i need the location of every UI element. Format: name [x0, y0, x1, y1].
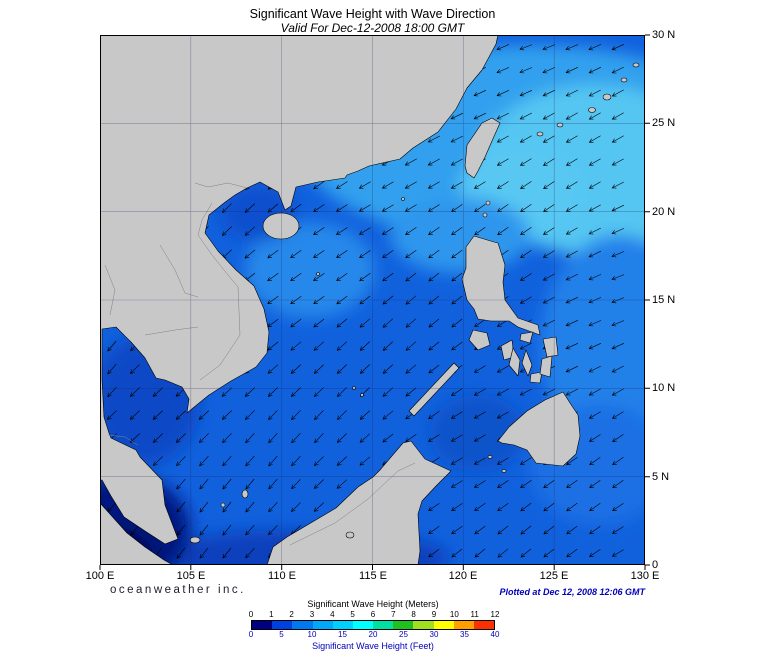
land-masbate	[519, 331, 534, 344]
x-tick-label: 110 E	[268, 570, 296, 582]
meters-ticks: 0 1 2 3 4 5 6 7 8 9 10 11 12	[248, 610, 500, 620]
legend-tick-label: 25	[399, 630, 408, 639]
legend-tick-label: 10	[307, 630, 317, 639]
legend-tick-label: 35	[460, 630, 469, 639]
land-sumatra	[100, 502, 174, 565]
y-tick-label: 10 N	[652, 382, 676, 394]
legend-tick-label: 4	[330, 610, 335, 619]
plotted-timestamp: Plotted at Dec 12, 2008 12:06 GMT	[499, 587, 645, 597]
land-mindanao	[497, 391, 581, 467]
legend-tick-label: 2	[289, 610, 294, 619]
x-tick-label: 100 E	[85, 570, 115, 582]
colorbar-segment	[373, 621, 394, 629]
oceanweather-brand: oceanweather inc.	[110, 584, 246, 596]
land-leyte	[539, 355, 553, 378]
x-tick-label: 125 E	[539, 570, 569, 582]
land-mainland-asia	[100, 35, 499, 545]
legend-tick-label: 10	[449, 610, 459, 619]
x-tick-label: 120 E	[448, 570, 478, 582]
legend-tick-label: 40	[490, 630, 500, 639]
axis-tick-marks	[99, 34, 650, 570]
legend-feet-title: Significant Wave Height (Feet)	[312, 641, 434, 651]
country-borders	[104, 182, 416, 546]
legend-tick-label: 6	[370, 610, 376, 619]
colorbar-segment	[473, 621, 495, 629]
legend-tick-label: 9	[431, 610, 437, 619]
colorbar-segment	[352, 621, 374, 629]
land-taiwan	[464, 117, 501, 179]
colorbar-segment	[413, 621, 434, 629]
land-hainan	[262, 212, 300, 240]
legend-tick-label: 0	[248, 610, 254, 619]
page-title: Significant Wave Height with Wave Direct…	[249, 7, 496, 21]
colorbar-segment	[252, 621, 273, 629]
y-tick-label: 25 N	[652, 117, 676, 129]
land-bohol	[529, 371, 543, 384]
plot-frame	[100, 35, 645, 565]
y-tick-label: 0	[652, 559, 659, 571]
x-tick-label: 130 E	[630, 570, 660, 582]
y-tick-label: 5 N	[652, 471, 670, 483]
legend-tick-label: 30	[429, 630, 439, 639]
land-small-islands	[189, 62, 640, 544]
land-cebu	[521, 349, 533, 377]
colorbar-segment	[272, 621, 293, 629]
colorbar	[251, 620, 495, 630]
colorbar-segment	[433, 621, 454, 629]
legend-tick-label: 5	[279, 630, 284, 639]
legend-tick-label: 15	[338, 630, 347, 639]
y-tick-label: 15 N	[652, 294, 676, 306]
legend-tick-label: 3	[309, 610, 315, 619]
valid-time-subtitle: Valid For Dec-12-2008 18:00 GMT	[280, 21, 465, 35]
legend-tick-label: 1	[269, 610, 274, 619]
land-samar	[542, 336, 559, 358]
land-mindoro	[468, 329, 491, 351]
y-tick-label: 20 N	[652, 206, 676, 218]
legend-tick-label: 11	[470, 610, 479, 619]
feet-ticks: 0 5 10 15 20 25 30 35 40	[248, 630, 500, 640]
y-tick-label: 30 N	[652, 29, 676, 41]
land-luzon	[461, 235, 541, 336]
legend-tick-label: 20	[368, 630, 378, 639]
colorbar-segment	[393, 621, 414, 629]
colorbar-segment	[312, 621, 333, 629]
legend-tick-label: 5	[350, 610, 355, 619]
x-tick-label: 115 E	[359, 570, 387, 582]
grid-lines	[100, 35, 645, 565]
land-palawan	[408, 362, 460, 417]
colorbar-segment	[453, 621, 474, 629]
colorbar-segment	[332, 621, 353, 629]
legend-tick-label: 0	[248, 630, 254, 639]
legend-tick-label: 7	[391, 610, 396, 619]
x-tick-label: 105 E	[176, 570, 206, 582]
wave-height-map	[99, 34, 650, 570]
legend-meters-title: Significant Wave Height (Meters)	[307, 599, 439, 609]
land-negros	[508, 347, 521, 377]
legend-tick-label: 12	[490, 610, 500, 619]
colorbar-segment	[292, 621, 313, 629]
legend-tick-label: 8	[411, 610, 416, 619]
